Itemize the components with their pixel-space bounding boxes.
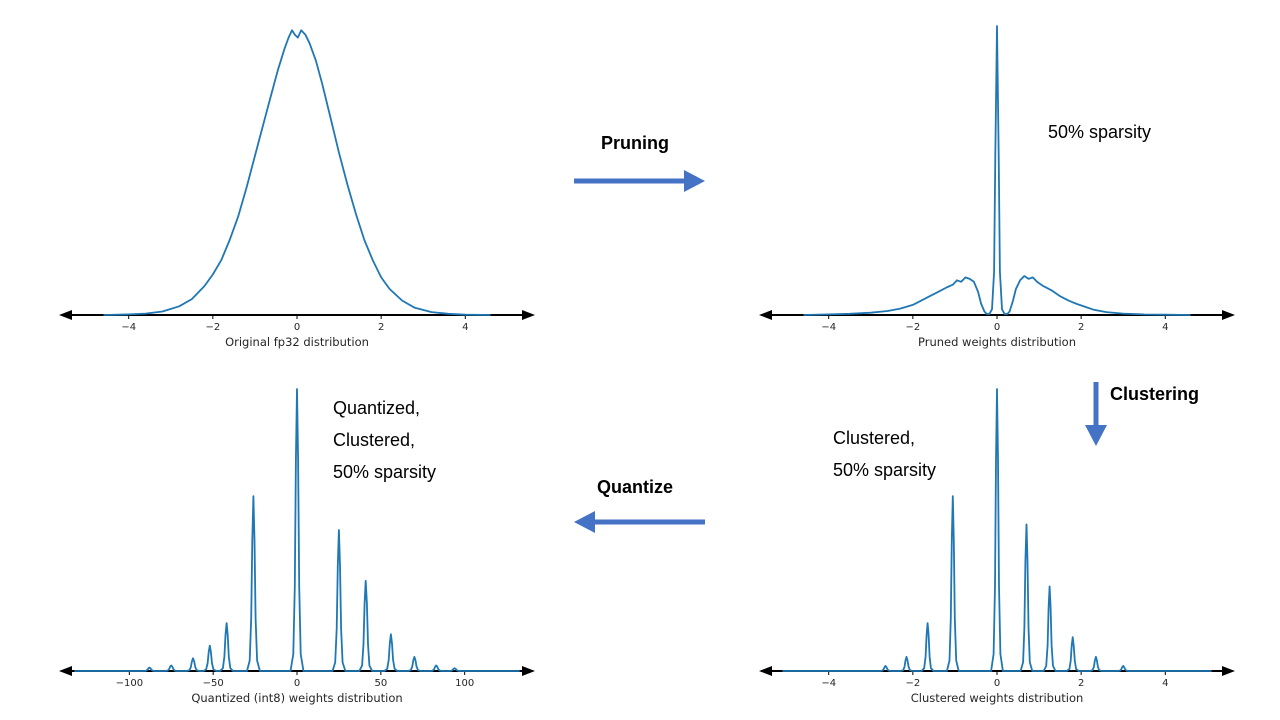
annotation-quantized-clustered-sparsity: Quantized, Clustered, 50% sparsity xyxy=(333,398,437,482)
chart-caption-pruned: Pruned weights distribution xyxy=(917,335,1077,349)
annotation-sparsity: 50% sparsity xyxy=(1048,122,1152,142)
svg-text:0: 0 xyxy=(294,678,300,688)
svg-text:100: 100 xyxy=(455,678,474,688)
svg-text:0: 0 xyxy=(994,322,1000,332)
svg-text:−2: −2 xyxy=(905,322,920,332)
svg-text:−4: −4 xyxy=(121,322,136,332)
svg-text:0: 0 xyxy=(294,322,300,332)
svg-text:4: 4 xyxy=(462,322,468,332)
svg-text:2: 2 xyxy=(1078,322,1084,332)
svg-text:50: 50 xyxy=(374,678,387,688)
chart-clustered: −4 −2 0 2 4 Clustered weights distribution xyxy=(758,384,1236,705)
svg-text:4: 4 xyxy=(1162,678,1168,688)
clustered-distribution-plot: −4 −2 0 2 4 xyxy=(759,388,1235,689)
chart-pruned: −4 −2 0 2 4 Pruned weights distribution xyxy=(758,8,1236,349)
svg-text:0: 0 xyxy=(994,678,1000,688)
clustering-label: Clustering xyxy=(1110,384,1200,404)
svg-text:2: 2 xyxy=(378,322,384,332)
svg-text:−4: −4 xyxy=(821,678,836,688)
svg-text:−4: −4 xyxy=(821,322,836,332)
chart-caption-quantized: Quantized (int8) weights distribution xyxy=(191,691,403,705)
chart-caption-clustered: Clustered weights distribution xyxy=(910,691,1084,705)
quantize-arrow-icon xyxy=(574,511,705,533)
original-distribution-plot: −4 −2 0 2 4 xyxy=(59,29,535,333)
chart-original-fp32: −4 −2 0 2 4 Original fp32 distribution xyxy=(58,8,536,349)
svg-text:−2: −2 xyxy=(905,678,920,688)
svg-text:2: 2 xyxy=(1078,678,1084,688)
svg-text:4: 4 xyxy=(1162,322,1168,332)
pruning-arrow-icon xyxy=(574,170,705,192)
svg-text:−50: −50 xyxy=(203,678,224,688)
annotation-clustered-sparsity: Clustered, 50% sparsity xyxy=(833,428,937,480)
chart-caption-original: Original fp32 distribution xyxy=(225,335,369,349)
quantized-distribution-plot: −100 −50 0 50 100 xyxy=(59,388,535,689)
chart-quantized-int8: −100 −50 0 50 100 Quantized (int8) weights d… xyxy=(58,384,536,705)
pruning-label: Pruning xyxy=(601,133,669,153)
svg-text:−100: −100 xyxy=(116,678,143,688)
clustering-arrow-icon xyxy=(1085,382,1107,446)
quantize-label: Quantize xyxy=(596,477,673,497)
pruned-distribution-plot: −4 −2 0 2 4 xyxy=(759,25,1235,333)
svg-text:−2: −2 xyxy=(205,322,220,332)
